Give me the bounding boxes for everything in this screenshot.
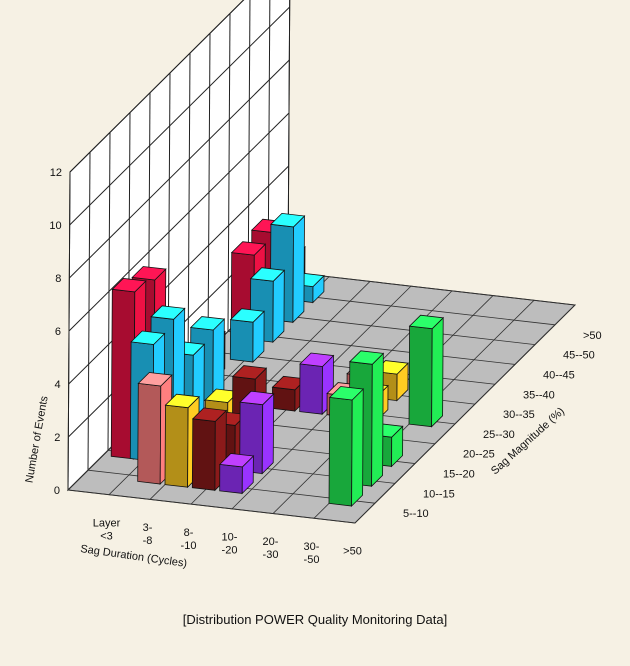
bar xyxy=(299,352,335,416)
gridline-z xyxy=(69,0,245,173)
bar-front xyxy=(351,388,364,507)
x-tick-line: -50 xyxy=(304,554,320,566)
bar-front xyxy=(431,316,444,428)
gridline-back xyxy=(67,171,71,491)
x-tick-line: -20 xyxy=(222,545,238,557)
gridline-back xyxy=(187,53,191,372)
x-tick-label: >50 xyxy=(343,546,362,558)
gridline-z xyxy=(68,59,290,279)
bar-top xyxy=(130,330,166,345)
gridline-z xyxy=(68,112,290,332)
bar-top xyxy=(218,453,255,468)
bar-top xyxy=(231,365,268,380)
x-axis-title: Sag Duration (Cycles) xyxy=(80,543,188,570)
z-axis-title: Number of Events xyxy=(23,395,50,484)
x-tick-line: 30- xyxy=(304,541,320,553)
bar-top xyxy=(150,305,186,320)
bar-top xyxy=(239,390,275,406)
y-tick-label: >50 xyxy=(583,330,602,342)
bar-side xyxy=(229,319,254,363)
x-tick-label: 3--8 xyxy=(143,522,153,547)
gridline-floor xyxy=(287,271,576,306)
bar-top xyxy=(131,266,167,281)
x-tick-line: >50 xyxy=(343,546,362,558)
y-tick-label: 35--40 xyxy=(523,389,555,401)
y-tick-label: 5--10 xyxy=(403,508,429,520)
x-tick-label: Layer <3 xyxy=(93,517,121,542)
bar xyxy=(218,453,255,495)
bar-top xyxy=(229,308,265,323)
bar-top xyxy=(137,372,173,387)
x-tick-label: 8--10 xyxy=(181,527,197,552)
gridline-floor xyxy=(67,489,356,524)
x-tick-line: <3 xyxy=(100,530,113,542)
x-tick-line: -8 xyxy=(143,535,153,547)
bar-top xyxy=(249,267,286,282)
bar-side xyxy=(191,418,216,491)
y-tick-label: 25--30 xyxy=(483,429,515,441)
x-tick-line: -30 xyxy=(263,549,279,561)
bar-top xyxy=(189,316,226,331)
bar xyxy=(229,308,265,363)
bar-top xyxy=(270,212,306,228)
bar-top xyxy=(299,352,335,367)
bar-side xyxy=(328,396,353,507)
bar-side xyxy=(219,463,243,494)
bar-side xyxy=(271,386,296,412)
x-tick-line: 3- xyxy=(143,522,153,534)
y-tick-label: 40--45 xyxy=(543,369,575,381)
y-tick-label: 30--35 xyxy=(503,409,535,421)
bar-side xyxy=(137,382,162,485)
bar-top xyxy=(408,314,445,330)
chart-3d-bar: 0 2 4 6 8 10 12 Number of Events Layer <3 3--8 8--1… xyxy=(23,0,602,570)
z-tick-label: 6 xyxy=(55,326,61,338)
y-tick-label: 20--25 xyxy=(463,449,495,461)
gridline-back xyxy=(107,132,111,451)
x-tick-line: -10 xyxy=(181,540,197,552)
bar-top xyxy=(230,241,267,256)
y-tick-label: 10--15 xyxy=(423,488,455,500)
gridline-back xyxy=(87,152,91,471)
bar-top xyxy=(328,386,365,401)
x-tick-line: Layer xyxy=(93,517,121,529)
gridline-floor xyxy=(354,304,576,524)
bar-top xyxy=(191,407,228,422)
bar xyxy=(191,407,228,492)
z-tick-label: 2 xyxy=(54,432,60,444)
z-tick-label: 12 xyxy=(50,167,62,179)
bar-top xyxy=(111,277,147,293)
x-tick-line: 10- xyxy=(222,532,238,544)
gridline-z xyxy=(69,6,291,226)
gridline-back xyxy=(227,13,231,332)
figure-caption: [Distribution POWER Quality Monitoring D… xyxy=(182,612,448,627)
bar xyxy=(328,386,365,507)
bar-front xyxy=(261,392,275,475)
y-tick-label: 15--20 xyxy=(443,469,475,481)
z-tick-label: 4 xyxy=(55,379,61,391)
y-tick-label: 45--50 xyxy=(563,350,595,362)
x-tick-line: 20- xyxy=(263,536,279,548)
bar-front xyxy=(292,215,305,324)
bar xyxy=(408,314,445,428)
gridline-z xyxy=(68,165,290,385)
x-tick-label: 10--20 xyxy=(222,532,238,557)
bar-side xyxy=(299,363,323,415)
bar-side xyxy=(408,325,433,428)
bar-front xyxy=(371,352,384,488)
z-tick-label: 8 xyxy=(55,273,61,285)
x-tick-label: 20--30 xyxy=(263,536,279,561)
gridline-back xyxy=(207,33,211,352)
z-tick-label: 0 xyxy=(54,485,60,497)
x-tick-label: 30--50 xyxy=(304,541,320,566)
z-tick-label: 10 xyxy=(49,220,61,232)
bar-side xyxy=(164,404,189,488)
bar-top xyxy=(348,350,385,365)
bar-front xyxy=(272,269,285,344)
x-tick-line: 8- xyxy=(184,527,194,539)
bar-top xyxy=(164,393,200,409)
